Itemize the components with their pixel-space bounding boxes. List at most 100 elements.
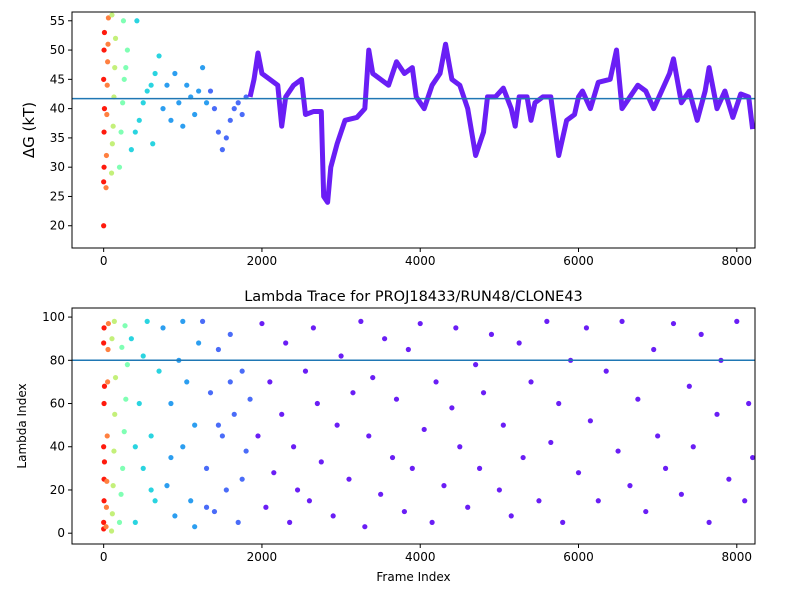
x-tick-label: 6000 bbox=[563, 254, 594, 268]
data-point bbox=[488, 331, 495, 337]
data-point bbox=[105, 346, 111, 353]
data-point bbox=[180, 123, 186, 129]
data-point bbox=[128, 336, 134, 342]
data-point bbox=[271, 470, 277, 476]
data-point bbox=[144, 88, 150, 94]
data-point bbox=[615, 448, 621, 454]
data-point bbox=[235, 519, 241, 525]
data-point bbox=[121, 429, 127, 435]
data-point bbox=[101, 383, 108, 389]
data-point bbox=[109, 511, 115, 517]
data-point bbox=[164, 483, 170, 489]
data-point bbox=[105, 379, 111, 385]
data-point bbox=[148, 433, 154, 439]
data-point bbox=[453, 325, 459, 331]
data-point bbox=[103, 524, 109, 530]
data-point bbox=[334, 422, 340, 428]
data-point bbox=[655, 433, 661, 439]
data-point bbox=[110, 123, 116, 129]
y-tick-label: 45 bbox=[50, 72, 65, 86]
data-point bbox=[120, 18, 127, 24]
x-tick-label: 0 bbox=[100, 254, 108, 268]
data-point bbox=[259, 320, 265, 327]
data-point bbox=[134, 18, 140, 24]
data-point bbox=[473, 362, 479, 368]
y-tick-label: 55 bbox=[50, 14, 65, 28]
data-point bbox=[239, 368, 245, 374]
y-tick-label: 40 bbox=[50, 102, 65, 116]
data-point bbox=[180, 444, 186, 450]
data-point bbox=[243, 448, 249, 454]
y-tick-label: 40 bbox=[50, 440, 65, 454]
data-point bbox=[101, 519, 107, 525]
data-point bbox=[211, 106, 218, 112]
data-point bbox=[227, 379, 233, 385]
data-point bbox=[101, 29, 108, 36]
data-point bbox=[306, 498, 313, 504]
data-point bbox=[508, 513, 514, 519]
data-point bbox=[520, 454, 526, 461]
data-point bbox=[101, 129, 107, 135]
data-point bbox=[136, 117, 142, 123]
data-point bbox=[548, 439, 554, 446]
data-point bbox=[112, 411, 118, 417]
data-point bbox=[417, 320, 423, 327]
data-point bbox=[132, 444, 138, 450]
data-point bbox=[401, 508, 407, 515]
y-tick-label: 60 bbox=[50, 397, 65, 411]
data-point bbox=[635, 396, 641, 402]
data-point bbox=[587, 418, 593, 424]
data-point bbox=[101, 106, 108, 112]
data-point bbox=[122, 323, 128, 329]
data-point bbox=[294, 487, 301, 493]
y-axis-label: ΔG (kT) bbox=[20, 102, 38, 158]
data-point bbox=[123, 65, 129, 71]
data-point bbox=[180, 318, 186, 324]
data-point bbox=[108, 528, 115, 534]
data-point bbox=[104, 433, 110, 439]
data-point bbox=[409, 465, 415, 471]
x-tick-label: 0 bbox=[100, 550, 108, 564]
data-point bbox=[140, 353, 146, 359]
data-point bbox=[119, 344, 125, 350]
data-point bbox=[103, 504, 110, 510]
data-point bbox=[290, 444, 297, 450]
data-point bbox=[196, 88, 202, 94]
data-point bbox=[219, 147, 225, 153]
data-point bbox=[150, 141, 156, 147]
data-point bbox=[283, 340, 289, 346]
data-point bbox=[231, 106, 237, 112]
data-point bbox=[192, 111, 198, 118]
x-tick-label: 8000 bbox=[722, 550, 753, 564]
data-point bbox=[140, 465, 146, 471]
data-point bbox=[112, 35, 119, 41]
data-point bbox=[110, 483, 116, 489]
data-point bbox=[176, 100, 182, 106]
data-point bbox=[103, 185, 109, 191]
y-tick-label: 50 bbox=[50, 43, 65, 57]
data-point bbox=[168, 454, 174, 461]
data-point bbox=[188, 498, 194, 504]
data-point bbox=[101, 400, 107, 407]
data-point bbox=[118, 129, 124, 135]
data-point bbox=[128, 147, 134, 153]
data-point bbox=[603, 368, 609, 374]
data-point bbox=[338, 353, 344, 359]
data-point bbox=[168, 117, 174, 123]
data-point bbox=[192, 422, 198, 428]
data-point bbox=[101, 340, 107, 346]
data-point bbox=[123, 396, 129, 402]
data-point bbox=[164, 82, 170, 88]
data-point bbox=[101, 325, 107, 331]
data-point bbox=[111, 448, 117, 454]
data-point bbox=[235, 100, 241, 106]
data-point bbox=[109, 336, 115, 342]
data-point bbox=[595, 498, 601, 504]
data-point bbox=[203, 465, 210, 471]
data-point bbox=[742, 498, 748, 504]
data-point bbox=[118, 491, 124, 497]
data-point bbox=[199, 65, 206, 71]
data-point bbox=[156, 368, 162, 374]
data-point bbox=[449, 405, 455, 411]
data-point bbox=[726, 476, 732, 482]
